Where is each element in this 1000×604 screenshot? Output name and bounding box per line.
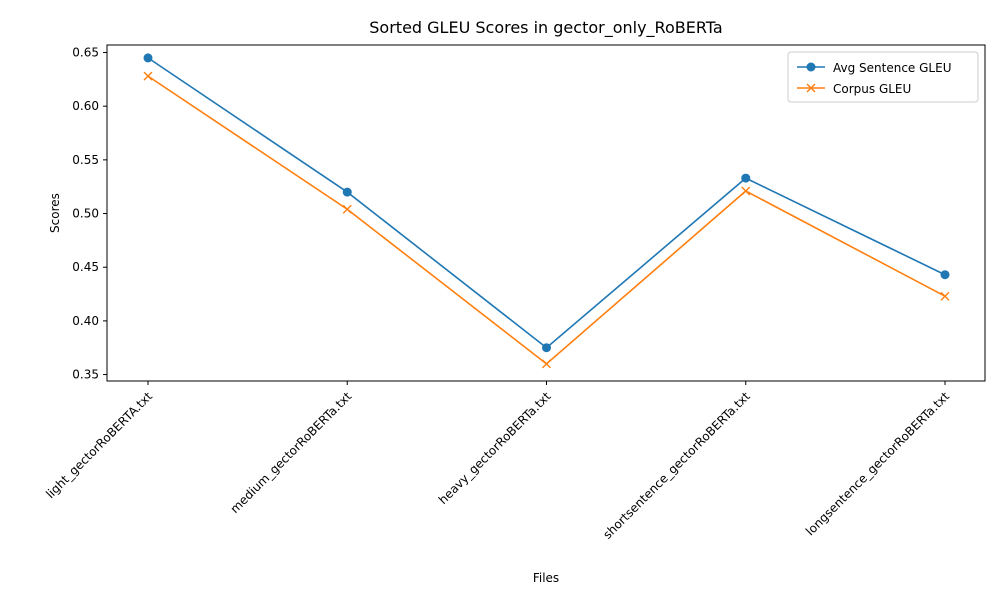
y-tick-label: 0.60 (72, 99, 99, 113)
x-tick-label: light_gectorRoBERTA.txt (43, 389, 155, 501)
y-tick-label: 0.35 (72, 368, 99, 382)
x-tick-label: heavy_gectorRoBERTa.txt (436, 389, 554, 507)
x-tick-label: longsentence_gectorRoBERTa.txt (803, 389, 952, 538)
legend-label: Corpus GLEU (833, 82, 911, 96)
data-point (143, 71, 153, 81)
y-tick-label: 0.40 (72, 314, 99, 328)
data-point (342, 187, 352, 197)
legend: Avg Sentence GLEU Corpus GLEU (787, 51, 979, 103)
legend-label: Avg Sentence GLEU (833, 61, 951, 75)
y-tick-label: 0.55 (72, 153, 99, 167)
series-layer (143, 53, 950, 369)
data-point (741, 186, 751, 196)
x-axis: light_gectorRoBERTA.txt medium_gectorRoBE… (43, 381, 952, 542)
data-point (741, 173, 751, 183)
y-tick-label: 0.45 (72, 260, 99, 274)
data-point (542, 359, 551, 369)
series-line (147, 75, 946, 365)
legend-box (787, 51, 979, 103)
data-point (940, 270, 950, 280)
legend-marker (806, 83, 816, 93)
series-1 (143, 71, 950, 369)
legend-marker (806, 62, 816, 72)
y-axis-label: Scores (48, 193, 62, 233)
data-point (342, 204, 352, 214)
y-tick-label: 0.50 (72, 207, 99, 221)
legend-entry: Avg Sentence GLEU (797, 61, 951, 75)
chart-title: Sorted GLEU Scores in gector_only_RoBERT… (369, 18, 722, 38)
series-0 (143, 53, 950, 353)
y-axis: 0.35 0.40 0.45 0.50 0.55 0.60 0.65 (72, 46, 107, 382)
x-tick-label: shortsentence_gectorRoBERTa.txt (600, 389, 753, 542)
data-point (143, 53, 153, 63)
data-point (940, 291, 950, 301)
legend-entry: Corpus GLEU (797, 82, 911, 96)
x-tick-label: medium_gectorRoBERTa.txt (228, 389, 355, 516)
data-point (542, 343, 551, 353)
x-axis-label: Files (533, 571, 559, 585)
y-tick-label: 0.65 (72, 46, 99, 60)
